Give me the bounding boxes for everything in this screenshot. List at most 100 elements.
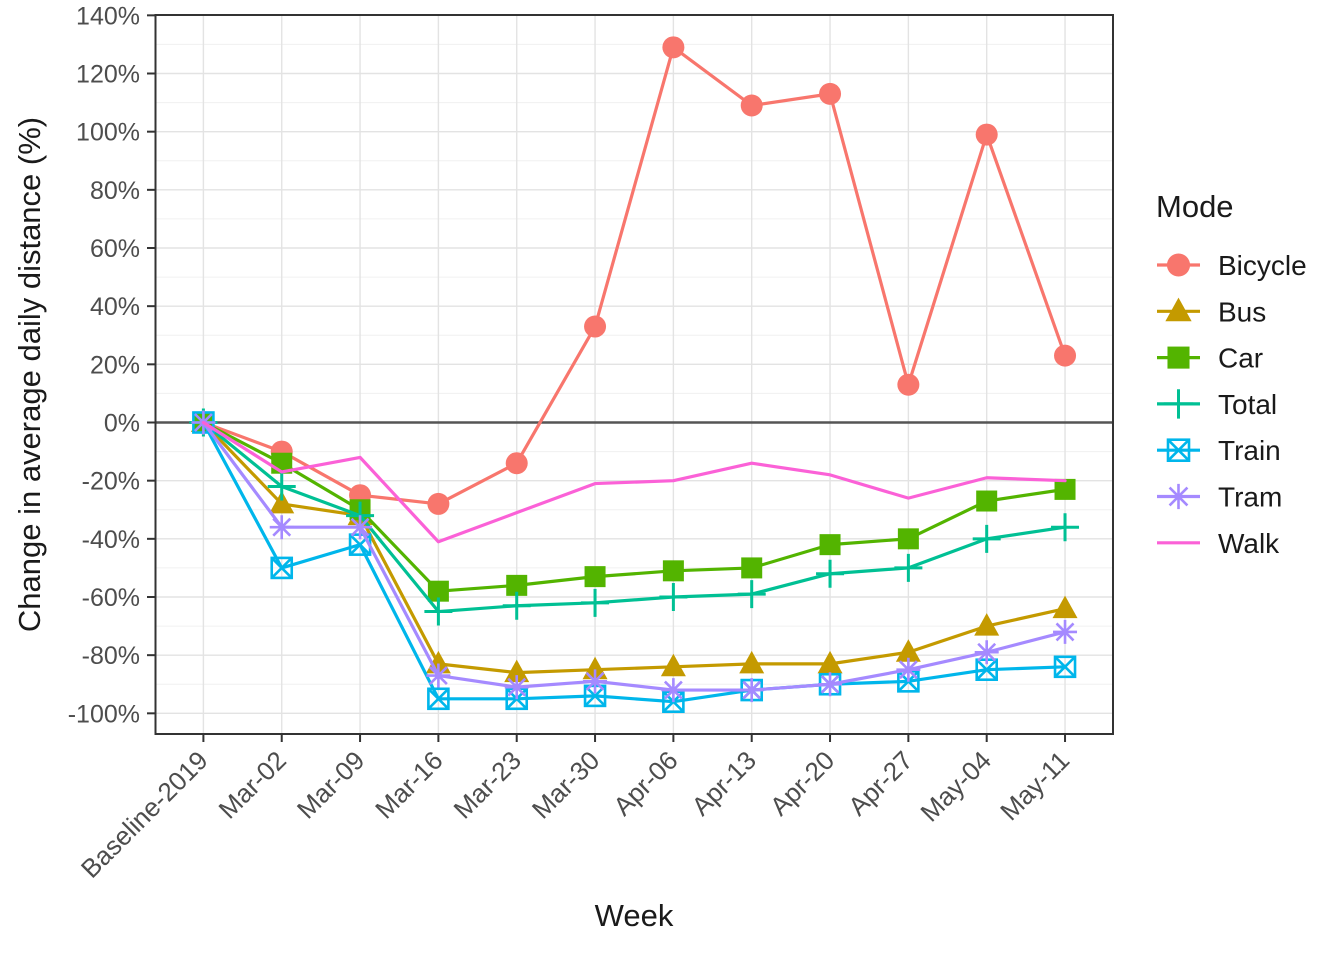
- marker-car: [819, 534, 841, 556]
- marker-bus: [660, 653, 686, 677]
- marker-tram: [426, 663, 451, 688]
- y-tick-label: 100%: [76, 119, 140, 147]
- marker-bicycle: [897, 373, 920, 396]
- marker-total: [816, 559, 845, 588]
- legend-key-marker-bus: [1165, 297, 1192, 322]
- legend-item-label: Walk: [1218, 528, 1280, 559]
- y-tick-label: -60%: [82, 584, 140, 612]
- marker-total: [424, 597, 453, 626]
- legend-item-bus: Bus: [1157, 296, 1266, 327]
- legend-key-marker-tram: [1165, 483, 1192, 510]
- marker-bicycle: [584, 315, 607, 338]
- marker-bus: [895, 639, 921, 662]
- marker-car: [1054, 478, 1076, 500]
- legend-item-label: Tram: [1218, 482, 1282, 513]
- marker-tram: [504, 675, 529, 700]
- y-tick-label: 0%: [104, 410, 140, 438]
- series-walk: [201, 420, 1067, 544]
- panel-border: [154, 14, 1114, 735]
- marker-tram: [269, 515, 294, 540]
- legend-key-marker-train: [1166, 438, 1191, 463]
- marker-tram: [1053, 619, 1078, 644]
- marker-total: [267, 472, 296, 501]
- y-tick-label: -20%: [82, 468, 140, 496]
- legend-item-label: Total: [1218, 389, 1277, 420]
- marker-tram: [348, 515, 373, 540]
- marker-bicycle: [662, 36, 685, 59]
- marker-tram: [896, 657, 921, 682]
- marker-bus: [817, 650, 843, 674]
- y-axis-title: Change in average daily distance (%): [12, 117, 47, 632]
- legend-item-bicycle: Bicycle: [1157, 250, 1307, 281]
- series-line-car: [201, 420, 1067, 593]
- y-tick-label: 60%: [90, 235, 140, 263]
- marker-train: [427, 687, 450, 711]
- marker-total: [894, 553, 923, 582]
- marker-car: [741, 557, 763, 579]
- legend-item-tram: Tram: [1157, 482, 1282, 513]
- series-line-total: [201, 420, 1067, 614]
- legend-item-label: Bicycle: [1218, 250, 1307, 281]
- series-line-bicycle: [201, 45, 1067, 506]
- x-axis-title: Week: [595, 898, 674, 933]
- legend-item-label: Train: [1218, 435, 1281, 466]
- marker-bicycle: [1054, 344, 1077, 367]
- marker-car: [427, 580, 449, 602]
- series-line-bus: [201, 420, 1067, 675]
- marker-bus: [504, 659, 530, 683]
- legend-key-marker-bicycle: [1166, 253, 1191, 277]
- marker-tram: [974, 640, 999, 665]
- marker-car: [897, 528, 919, 550]
- legend-item-walk: Walk: [1157, 528, 1280, 559]
- y-tick-label: 40%: [90, 293, 140, 321]
- marker-total: [581, 588, 610, 617]
- marker-tram: [583, 669, 608, 694]
- marker-bus: [1052, 595, 1078, 619]
- marker-total: [659, 582, 688, 611]
- marker-total: [502, 591, 531, 620]
- y-tick-label: 140%: [76, 2, 140, 30]
- marker-car: [506, 574, 528, 596]
- y-tick-label: -80%: [82, 642, 140, 670]
- marker-total: [737, 580, 766, 609]
- series-bus: [190, 409, 1078, 683]
- marker-bicycle: [975, 123, 998, 146]
- marker-car: [662, 560, 684, 582]
- marker-bicycle: [427, 492, 450, 515]
- marker-tram: [818, 672, 843, 697]
- series-line-tram: [201, 420, 1067, 692]
- legend-item-label: Car: [1218, 343, 1263, 374]
- marker-car: [584, 566, 606, 588]
- marker-tram: [661, 678, 686, 703]
- y-tick-label: -40%: [82, 526, 140, 554]
- legend: Mode Bicycle Bus Car Total Train Tram Walk: [1156, 189, 1307, 559]
- legend-item-car: Car: [1157, 343, 1263, 374]
- marker-total: [1051, 513, 1080, 542]
- y-tick-label: 20%: [90, 351, 140, 379]
- marker-total: [972, 524, 1001, 553]
- y-tick-label: -100%: [68, 700, 140, 728]
- legend-title: Mode: [1156, 189, 1234, 224]
- series-layer: [189, 36, 1080, 713]
- marker-bus: [269, 490, 295, 514]
- legend-key-marker-total: [1163, 389, 1194, 419]
- legend-item-train: Train: [1157, 435, 1281, 466]
- legend-item-total: Total: [1157, 389, 1277, 420]
- marker-train: [270, 556, 294, 580]
- legend-key-marker-car: [1167, 346, 1190, 369]
- legend-item-label: Bus: [1218, 296, 1266, 327]
- marker-car: [976, 490, 998, 512]
- series-line-walk: [201, 420, 1067, 544]
- marker-tram: [739, 678, 764, 703]
- legend-items: Bicycle Bus Car Total Train Tram Walk: [1157, 250, 1307, 559]
- marker-bicycle: [819, 82, 842, 105]
- y-tick-label: 80%: [90, 177, 140, 205]
- marker-bicycle: [505, 452, 528, 475]
- marker-bicycle: [740, 94, 763, 117]
- marker-train: [1053, 655, 1077, 679]
- y-tick-label: 120%: [76, 61, 140, 89]
- series-line-train: [201, 420, 1067, 704]
- marker-bus: [974, 613, 1000, 636]
- marker-bus: [739, 650, 765, 674]
